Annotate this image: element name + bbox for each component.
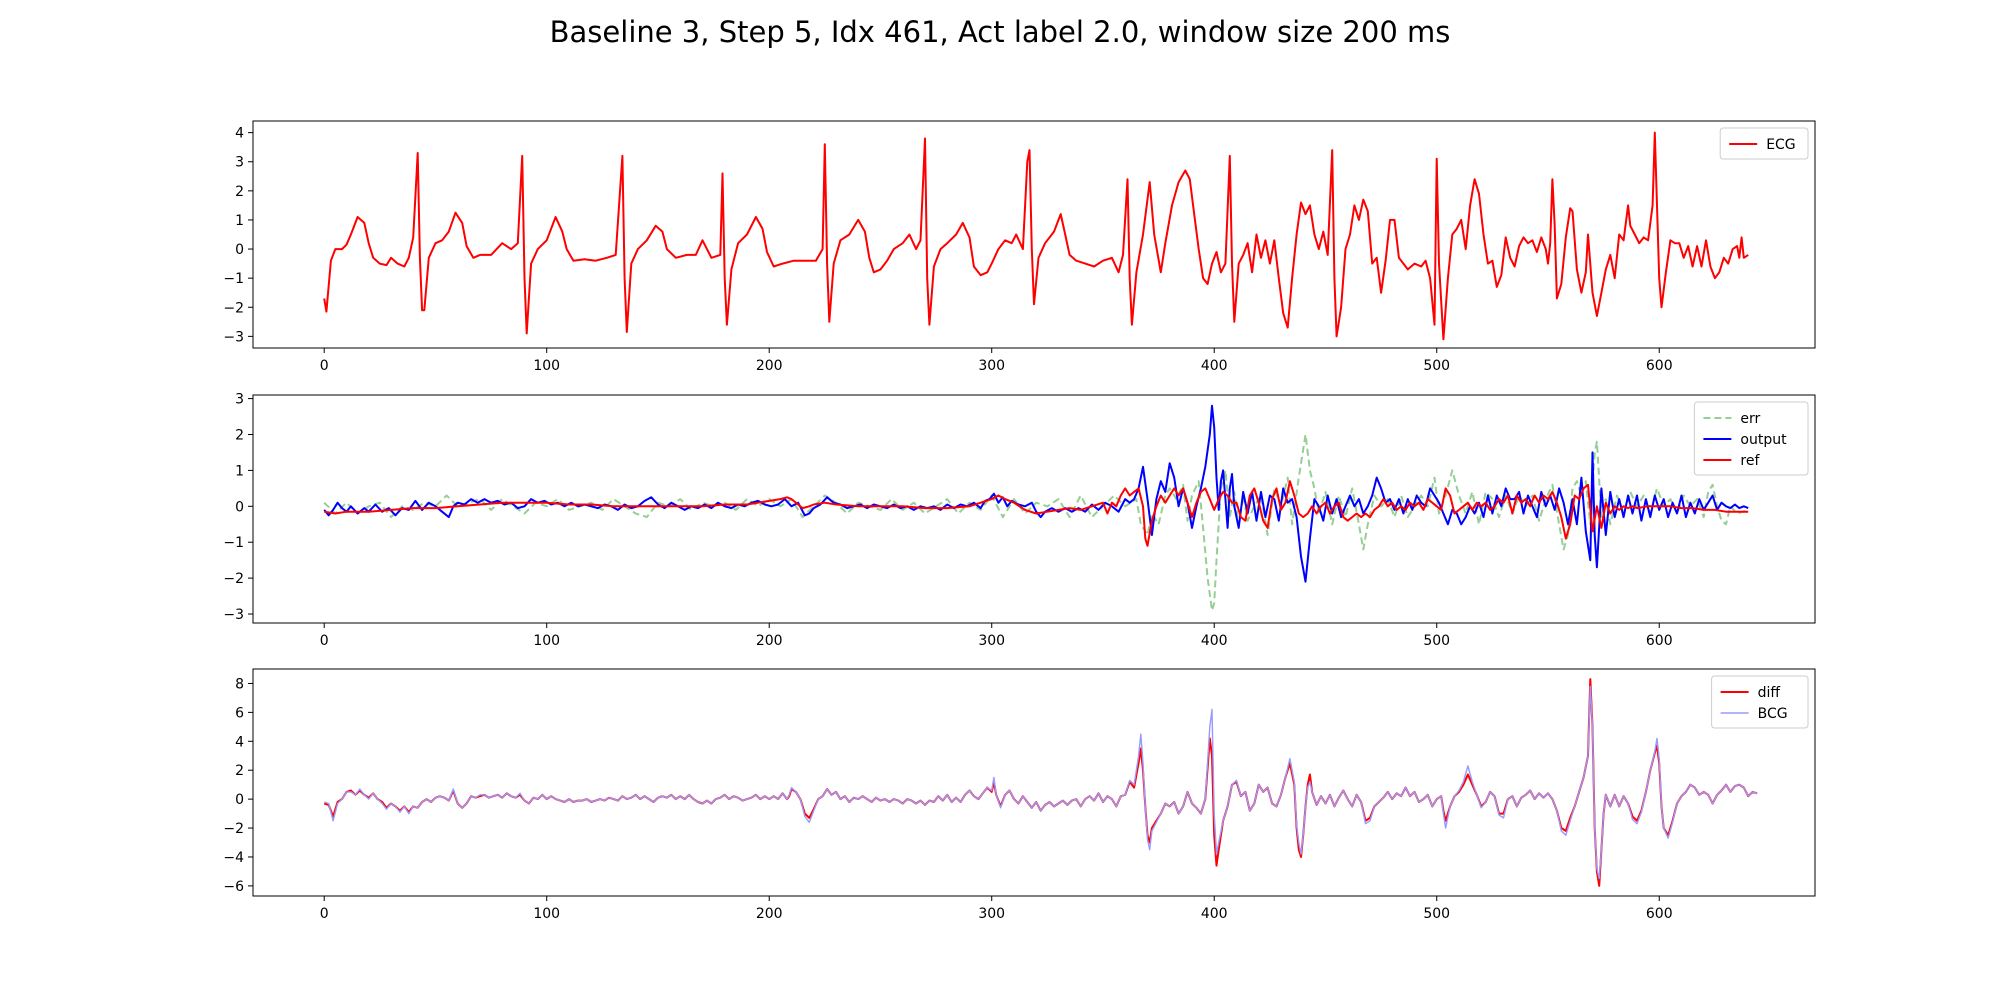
y-tick-label: 3 bbox=[235, 155, 244, 171]
y-tick-label: 0 bbox=[235, 242, 244, 258]
legend-label-output: output bbox=[1740, 432, 1787, 448]
x-tick-label: 600 bbox=[1646, 358, 1673, 374]
subplot-3: 0 100 200 300 400 500 600 −6 −4 −2 0 2 4 6 8 diff BCG bbox=[223, 668, 1816, 922]
y-tick-label: 2 bbox=[235, 184, 244, 200]
legend-label-ecg: ECG bbox=[1766, 137, 1795, 153]
y-tick-label: 4 bbox=[235, 734, 244, 750]
y-tick-label: −2 bbox=[223, 300, 244, 316]
y-tick-label: −3 bbox=[223, 607, 244, 623]
axes-frame bbox=[252, 120, 1816, 349]
axes-frame bbox=[252, 394, 1816, 624]
series-line-ref bbox=[324, 480, 1749, 547]
x-tick-label: 0 bbox=[320, 358, 329, 374]
series-group bbox=[323, 131, 1749, 341]
legend-frame bbox=[1719, 127, 1809, 160]
x-tick-label: 400 bbox=[1201, 906, 1228, 922]
legend-label-bcg: BCG bbox=[1758, 706, 1788, 722]
y-tick-label: 6 bbox=[235, 705, 244, 721]
x-tick-label: 300 bbox=[978, 906, 1005, 922]
y-tick-label: −1 bbox=[223, 271, 244, 287]
y-tick-label: 1 bbox=[235, 213, 244, 229]
x-tick-label: 600 bbox=[1646, 633, 1673, 649]
legend-label-diff: diff bbox=[1758, 685, 1781, 701]
y-tick-label: −2 bbox=[223, 571, 244, 587]
legend: diff BCG bbox=[1711, 675, 1809, 729]
x-tick-label: 500 bbox=[1423, 906, 1450, 922]
y-tick-label: −6 bbox=[223, 879, 244, 895]
x-tick-label: 200 bbox=[756, 358, 783, 374]
axes-frame bbox=[252, 668, 1816, 897]
y-tick-label: 1 bbox=[235, 463, 244, 479]
y-tick-label: −3 bbox=[223, 329, 244, 345]
x-tick-label: 0 bbox=[320, 633, 329, 649]
y-tick-label: −1 bbox=[223, 535, 244, 551]
x-tick-label: 200 bbox=[756, 906, 783, 922]
y-tick-label: −4 bbox=[223, 850, 244, 866]
y-tick-label: 2 bbox=[235, 763, 244, 779]
series-line-bcg bbox=[323, 685, 1758, 880]
series-line-err bbox=[323, 433, 1749, 612]
x-tick-label: 100 bbox=[533, 358, 560, 374]
legend-label-err: err bbox=[1740, 411, 1760, 427]
x-tick-label: 0 bbox=[320, 906, 329, 922]
y-tick-label: 0 bbox=[235, 792, 244, 808]
x-tick-label: 500 bbox=[1423, 358, 1450, 374]
x-tick-label: 500 bbox=[1423, 633, 1450, 649]
y-tick-label: 2 bbox=[235, 427, 244, 443]
y-tick-label: 4 bbox=[235, 126, 244, 142]
legend-frame bbox=[1693, 401, 1809, 476]
series-group bbox=[323, 678, 1758, 887]
y-tick-label: 3 bbox=[235, 392, 244, 408]
x-tick-label: 200 bbox=[756, 633, 783, 649]
subplot-1: 0 100 200 300 400 500 600 −3 −2 −1 0 1 2 3 4 ECG bbox=[223, 120, 1816, 374]
series-group bbox=[323, 404, 1749, 612]
x-tick-label: 100 bbox=[533, 906, 560, 922]
y-tick-label: 8 bbox=[235, 676, 244, 692]
x-tick-label: 100 bbox=[533, 633, 560, 649]
x-tick-label: 300 bbox=[978, 358, 1005, 374]
x-tick-label: 400 bbox=[1201, 633, 1228, 649]
x-tick-label: 300 bbox=[978, 633, 1005, 649]
series-line-diff bbox=[323, 678, 1758, 887]
x-tick-label: 600 bbox=[1646, 906, 1673, 922]
y-tick-label: 0 bbox=[235, 499, 244, 515]
x-tick-label: 400 bbox=[1201, 358, 1228, 374]
series-line-ecg bbox=[323, 131, 1749, 341]
legend: err output ref bbox=[1693, 401, 1809, 476]
legend-frame bbox=[1711, 675, 1809, 729]
series-line-output bbox=[323, 404, 1749, 583]
subplot-2: 0 100 200 300 400 500 600 −3 −2 −1 0 1 2 3 err output re… bbox=[223, 392, 1816, 649]
figure-title: Baseline 3, Step 5, Idx 461, Act label 2… bbox=[550, 15, 1451, 49]
legend: ECG bbox=[1719, 127, 1809, 160]
legend-label-ref: ref bbox=[1740, 453, 1760, 469]
y-tick-label: −2 bbox=[223, 821, 244, 837]
